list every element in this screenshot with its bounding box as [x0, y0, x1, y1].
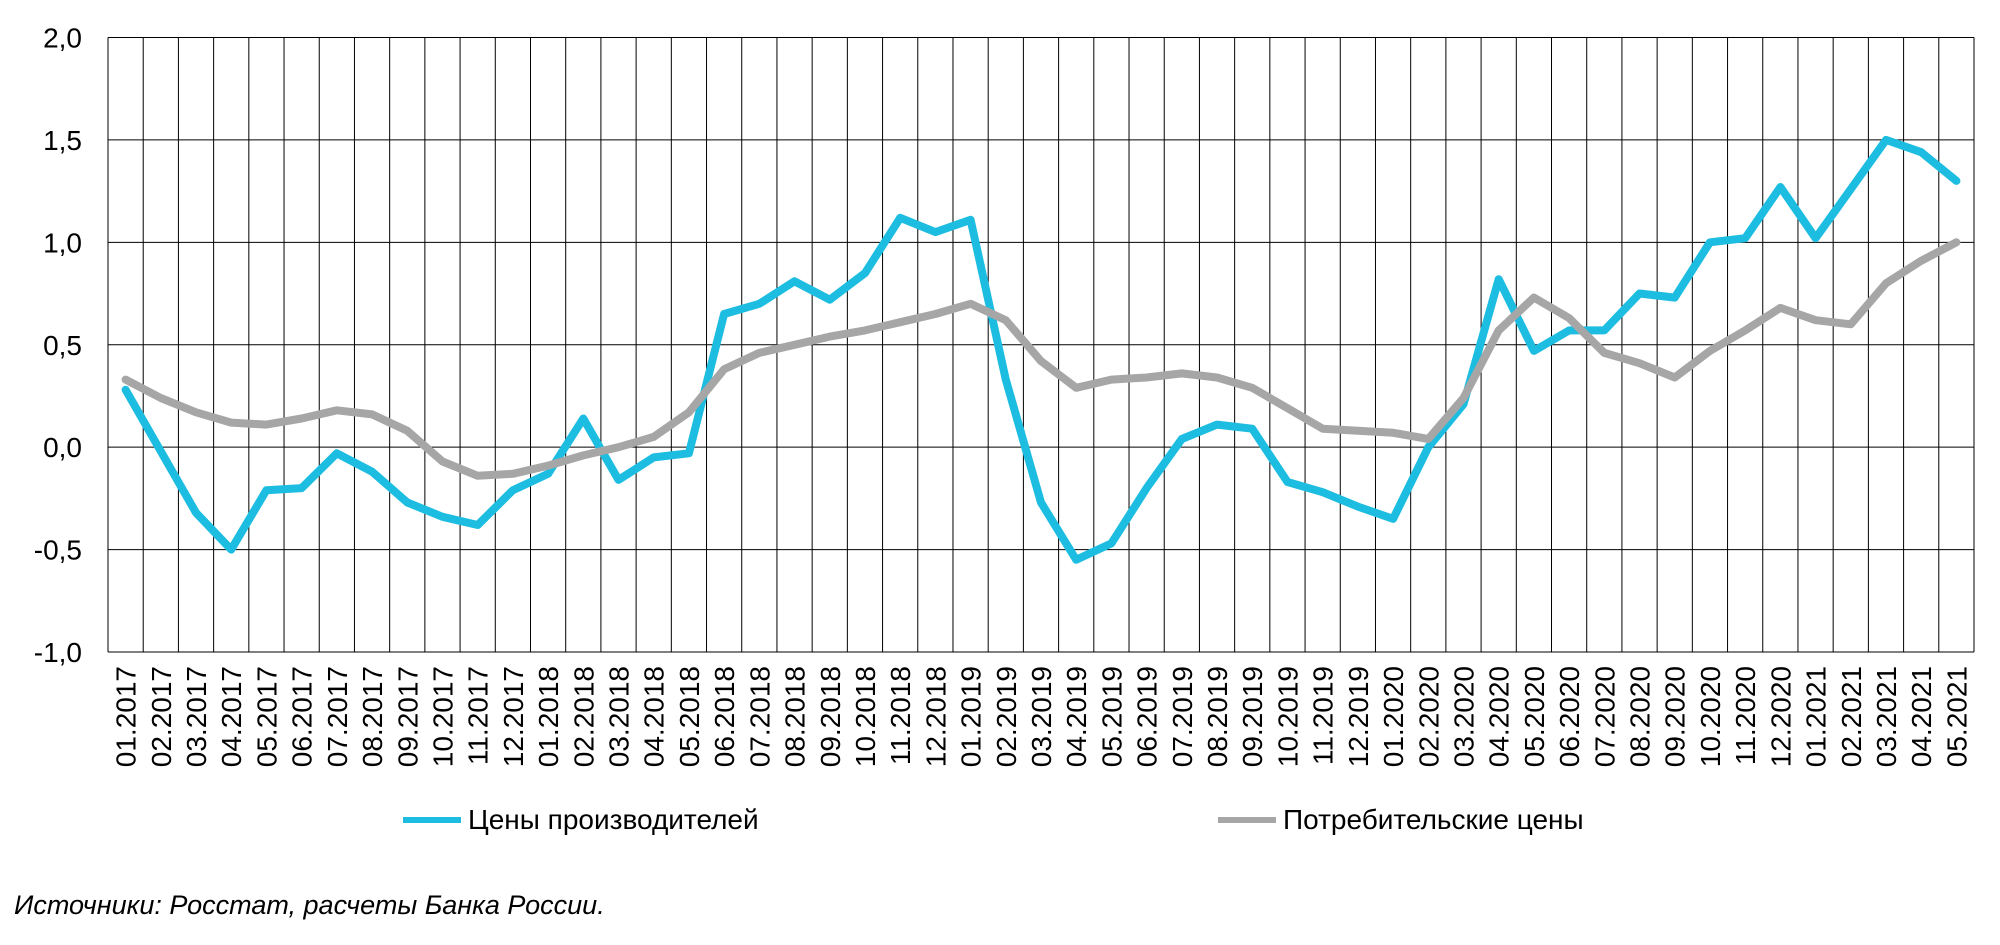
x-tick-label: 03.2019 — [1026, 666, 1057, 767]
consumer-prices-legend-label: Потребительские цены — [1283, 804, 1584, 835]
producer-prices-legend-label: Цены производителей — [468, 804, 759, 835]
x-tick-label: 10.2017 — [427, 666, 458, 767]
x-tick-label: 03.2017 — [181, 666, 212, 767]
producer-prices-line — [121, 135, 1961, 564]
x-tick-label: 05.2017 — [251, 666, 282, 767]
x-tick-label: 11.2017 — [463, 666, 494, 765]
y-tick-label: 0,5 — [43, 330, 82, 361]
x-tick-label: 05.2021 — [1941, 666, 1972, 767]
x-tick-label: 07.2020 — [1589, 666, 1620, 767]
y-axis-labels: 2,0 1,5 1,0 0,5 0,0 -0,5 -1,0 — [34, 23, 82, 669]
x-tick-label: 08.2018 — [780, 666, 811, 767]
x-tick-label: 12.2020 — [1765, 666, 1796, 767]
y-tick-label: 1,5 — [43, 125, 82, 156]
x-tick-label: 02.2017 — [146, 666, 177, 767]
x-tick-label: 06.2018 — [709, 666, 740, 767]
legend-item-producer-prices: Цены производителей — [403, 806, 759, 834]
y-tick-label: -0,5 — [34, 535, 82, 566]
x-tick-label: 11.2020 — [1730, 666, 1761, 765]
x-tick-label: 02.2020 — [1413, 666, 1444, 767]
x-tick-label: 03.2021 — [1871, 666, 1902, 767]
x-tick-label: 12.2018 — [920, 666, 951, 767]
x-tick-label: 10.2020 — [1695, 666, 1726, 767]
legend-item-consumer-prices: Потребительские цены — [1218, 806, 1584, 834]
x-tick-label: 01.2021 — [1801, 666, 1832, 767]
x-tick-label: 02.2019 — [991, 666, 1022, 767]
x-tick-label: 11.2018 — [885, 666, 916, 765]
x-tick-label: 09.2019 — [1237, 666, 1268, 767]
x-tick-label: 04.2018 — [639, 666, 670, 767]
x-axis-labels: 01.2017 02.2017 03.2017 04.2017 05.2017 06.20… — [111, 666, 1973, 767]
x-tick-label: 01.2019 — [956, 666, 987, 767]
x-tick-label: 01.2018 — [533, 666, 564, 767]
x-tick-label: 09.2017 — [392, 666, 423, 767]
x-tick-label: 07.2017 — [322, 666, 353, 767]
x-tick-label: 03.2020 — [1448, 666, 1479, 767]
x-tick-label: 07.2019 — [1167, 666, 1198, 767]
x-tick-label: 06.2019 — [1132, 666, 1163, 767]
x-tick-label: 12.2017 — [498, 666, 529, 767]
x-tick-label: 02.2018 — [568, 666, 599, 767]
y-tick-label: 2,0 — [43, 23, 82, 54]
producer-prices-legend-swatch — [403, 817, 461, 823]
x-tick-label: 12.2019 — [1343, 666, 1374, 767]
x-tick-label: 07.2018 — [744, 666, 775, 767]
x-tick-label: 10.2019 — [1272, 666, 1303, 767]
y-tick-label: -1,0 — [34, 637, 82, 668]
x-tick-label: 09.2018 — [815, 666, 846, 767]
x-tick-label: 04.2017 — [216, 666, 247, 767]
gridlines — [107, 37, 1975, 653]
x-tick-label: 06.2017 — [287, 666, 318, 767]
consumer-prices-legend-swatch — [1218, 817, 1276, 823]
x-tick-label: 09.2020 — [1660, 666, 1691, 767]
x-tick-label: 04.2019 — [1061, 666, 1092, 767]
x-tick-label: 05.2018 — [674, 666, 705, 767]
x-tick-label: 02.2021 — [1836, 666, 1867, 767]
y-tick-label: 1,0 — [43, 227, 82, 258]
x-tick-label: 01.2017 — [111, 666, 142, 767]
x-tick-label: 10.2018 — [850, 666, 881, 767]
x-tick-label: 08.2019 — [1202, 666, 1233, 767]
x-tick-label: 08.2020 — [1625, 666, 1656, 767]
y-tick-label: 0,0 — [43, 432, 82, 463]
x-tick-label: 03.2018 — [604, 666, 635, 767]
x-tick-label: 06.2020 — [1554, 666, 1585, 767]
x-tick-label: 04.2021 — [1906, 666, 1937, 767]
x-tick-label: 08.2017 — [357, 666, 388, 767]
source-note: Источники: Росстат, расчеты Банка России… — [14, 890, 605, 920]
consumer-prices-line — [121, 238, 1961, 480]
x-tick-label: 05.2020 — [1519, 666, 1550, 767]
x-tick-label: 11.2019 — [1308, 666, 1339, 765]
x-tick-label: 05.2019 — [1096, 666, 1127, 767]
x-tick-label: 01.2020 — [1378, 666, 1409, 767]
x-tick-label: 04.2020 — [1484, 666, 1515, 767]
